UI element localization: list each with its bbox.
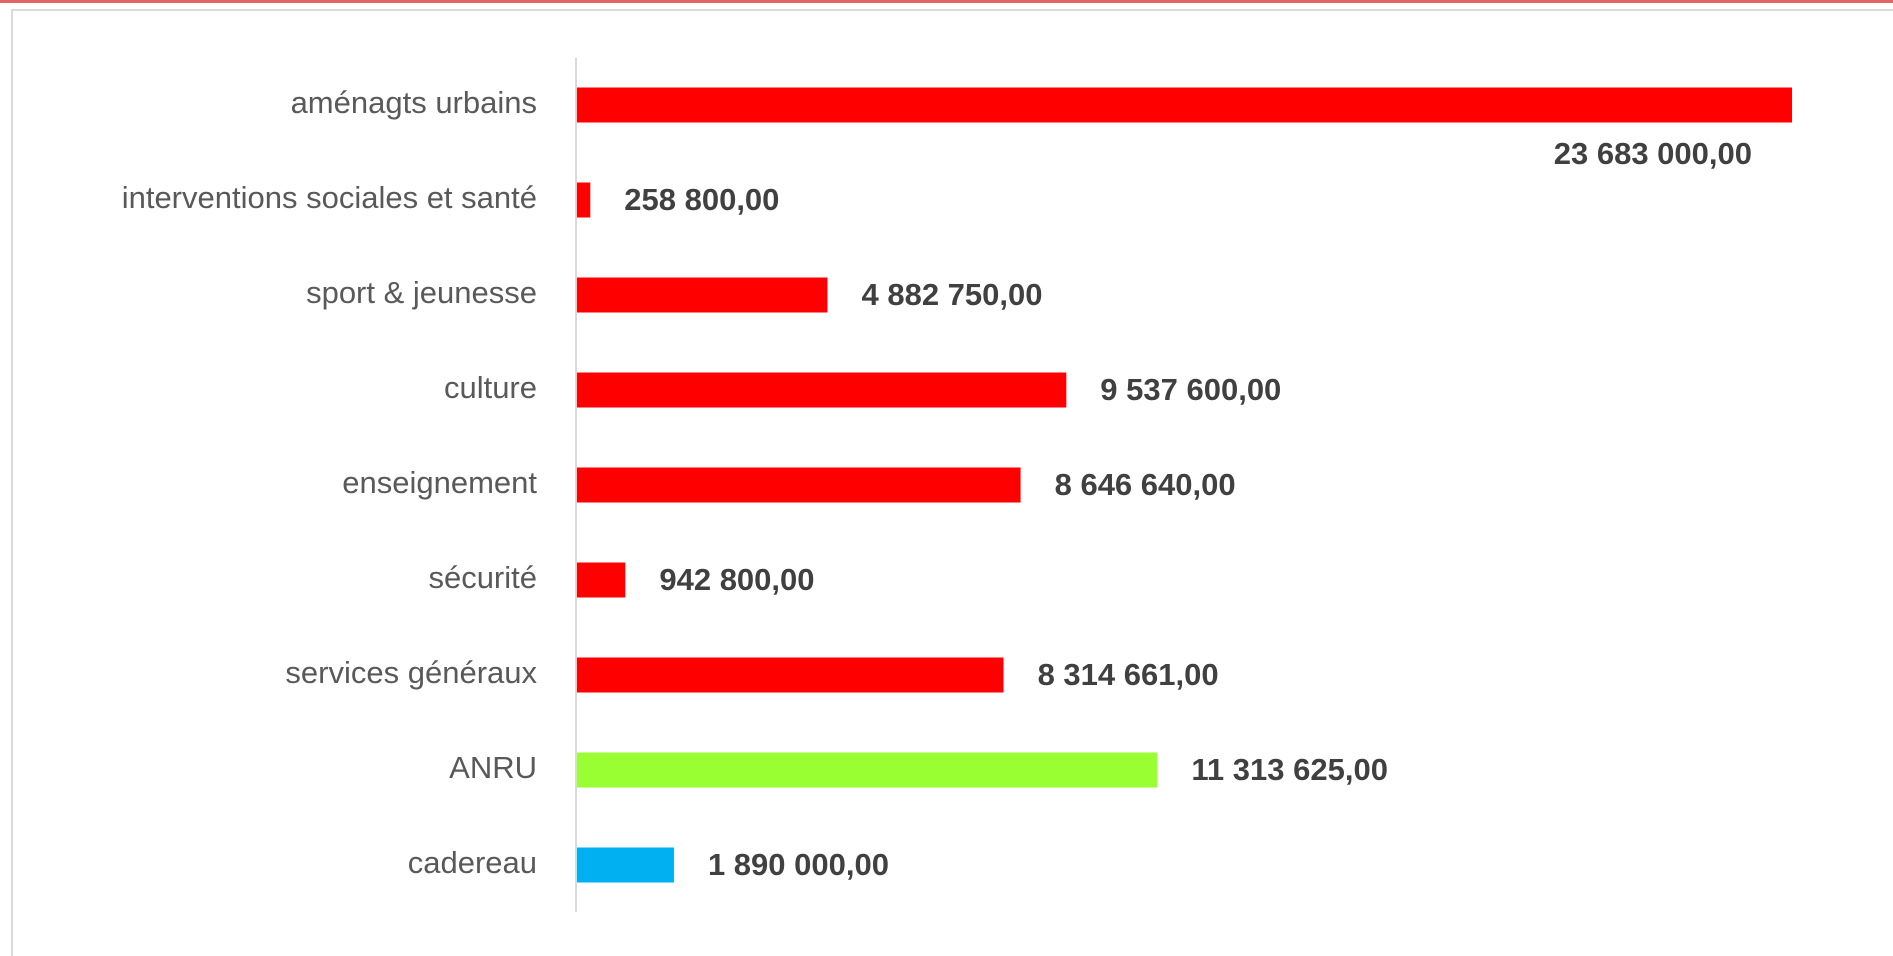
bar <box>577 372 1067 408</box>
category-label: services généraux <box>285 655 537 690</box>
category-label: aménagts urbains <box>291 85 537 120</box>
category-label: cadereau <box>408 845 537 880</box>
value-label: 23 683 000,00 <box>1554 136 1752 171</box>
bar <box>577 847 674 883</box>
value-label: 11 313 625,00 <box>1191 752 1388 787</box>
value-label: 9 537 600,00 <box>1100 372 1281 407</box>
category-label: ANRU <box>449 750 537 785</box>
bar <box>577 752 1158 788</box>
bar <box>577 87 1792 123</box>
value-label: 4 882 750,00 <box>861 277 1042 312</box>
category-label: sécurité <box>428 560 537 595</box>
value-label: 1 890 000,00 <box>708 847 889 882</box>
bar <box>577 657 1004 693</box>
value-label: 258 800,00 <box>624 182 779 217</box>
bar <box>577 182 591 218</box>
category-label: culture <box>444 370 537 405</box>
value-label: 8 646 640,00 <box>1055 467 1236 502</box>
chart-frame <box>11 9 1893 956</box>
value-label: 942 800,00 <box>659 562 814 597</box>
category-label: interventions sociales et santé <box>122 180 537 215</box>
bar <box>577 277 828 313</box>
category-label: sport & jeunesse <box>306 275 537 310</box>
bar <box>577 562 626 598</box>
value-label: 8 314 661,00 <box>1038 657 1219 692</box>
bar <box>577 467 1021 503</box>
category-label: enseignement <box>342 465 537 500</box>
